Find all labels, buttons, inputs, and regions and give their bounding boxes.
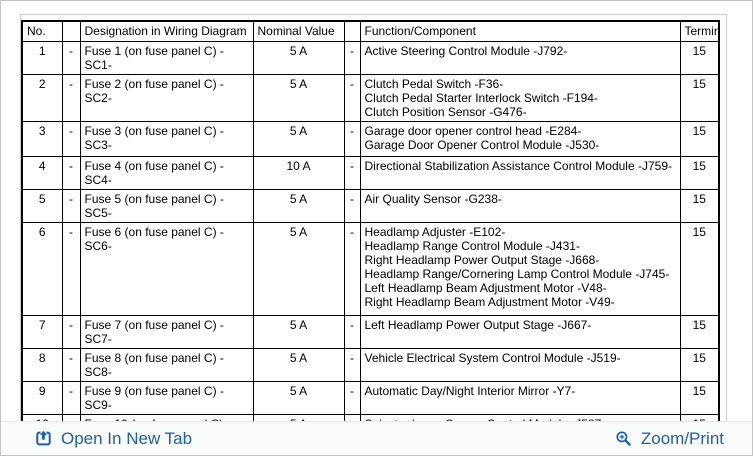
cell-no: 1 [21, 41, 63, 75]
open-in-new-tab-button[interactable]: Open In New Tab [35, 429, 192, 449]
viewer-footer: Open In New Tab Zoom/Print [1, 421, 752, 455]
cell-nominal: 5 A [252, 348, 345, 382]
cell-terminal: 15 [679, 381, 720, 415]
table-row: 9 - Fuse 9 (on fuse panel C) -SC9- 5 A -… [21, 381, 720, 415]
fuse-table-image: No. Designation in Wiring Diagram Nomina… [20, 14, 727, 455]
table-row: 7 - Fuse 7 (on fuse panel C) -SC7- 5 A -… [21, 315, 720, 349]
cell-dash2: - [343, 315, 361, 349]
cell-no: 5 [21, 189, 63, 223]
zoom-print-label: Zoom/Print [640, 428, 724, 448]
table-row: 5 - Fuse 5 (on fuse panel C) -SC5- 5 A -… [21, 189, 720, 223]
fuse-table-header: No. Designation in Wiring Diagram Nomina… [21, 20, 720, 42]
cell-no: 6 [21, 222, 63, 316]
table-row: 2 - Fuse 2 (on fuse panel C) -SC2- 5 A -… [21, 74, 720, 122]
header-row: No. Designation in Wiring Diagram Nomina… [21, 20, 720, 42]
cell-designation: Fuse 3 (on fuse panel C) -SC3- [79, 121, 254, 157]
cell-no: 7 [21, 315, 63, 349]
cell-dash2: - [343, 348, 361, 382]
cell-designation: Fuse 1 (on fuse panel C) -SC1- [79, 41, 254, 75]
col-header-dash2 [343, 20, 361, 42]
cell-terminal: 15 [679, 41, 720, 75]
open-in-new-tab-label: Open In New Tab [61, 428, 193, 448]
table-row: 8 - Fuse 8 (on fuse panel C) -SC8- 5 A -… [21, 348, 720, 382]
table-row: 1 - Fuse 1 (on fuse panel C) -SC1- 5 A -… [21, 41, 720, 75]
cell-function: Clutch Pedal Switch -F36- Clutch Pedal S… [359, 74, 681, 122]
cell-dash2: - [343, 121, 361, 157]
cell-nominal: 5 A [252, 74, 345, 122]
cell-function: Automatic Day/Night Interior Mirror -Y7- [359, 381, 681, 415]
cell-terminal: 15 [679, 156, 720, 190]
cell-nominal: 10 A [252, 156, 345, 190]
cell-no: 2 [21, 74, 63, 122]
col-header-designation: Designation in Wiring Diagram [79, 20, 254, 42]
cell-dash2: - [343, 222, 361, 316]
fuse-table: No. Designation in Wiring Diagram Nomina… [21, 20, 720, 455]
cell-designation: Fuse 8 (on fuse panel C) -SC8- [79, 348, 254, 382]
cell-nominal: 5 A [252, 41, 345, 75]
cell-designation: Fuse 9 (on fuse panel C) -SC9- [79, 381, 254, 415]
cell-terminal: 15 [679, 121, 720, 157]
cell-designation: Fuse 7 (on fuse panel C) -SC7- [79, 315, 254, 349]
cell-dash2: - [343, 381, 361, 415]
cell-terminal: 15 [679, 348, 720, 382]
cell-nominal: 5 A [252, 121, 345, 157]
cell-nominal: 5 A [252, 189, 345, 223]
cell-dash2: - [343, 156, 361, 190]
cell-terminal: 15 [679, 315, 720, 349]
zoom-magnifier-icon [615, 430, 632, 447]
cell-no: 3 [21, 121, 63, 157]
cell-dash1: - [61, 74, 81, 122]
cell-function: Garage door opener control head -E284- G… [359, 121, 681, 157]
cell-dash2: - [343, 41, 361, 75]
cell-function: Directional Stabilization Assistance Con… [359, 156, 681, 190]
cell-function: Active Steering Control Module -J792- [359, 41, 681, 75]
cell-dash1: - [61, 381, 81, 415]
cell-designation: Fuse 2 (on fuse panel C) -SC2- [79, 74, 254, 122]
cell-terminal: 15 [679, 74, 720, 122]
zoom-print-button[interactable]: Zoom/Print [615, 429, 724, 449]
table-row: 3 - Fuse 3 (on fuse panel C) -SC3- 5 A -… [21, 121, 720, 157]
cell-terminal: 15 [679, 222, 720, 316]
cell-dash1: - [61, 156, 81, 190]
table-row: 6 - Fuse 6 (on fuse panel C) -SC6- 5 A -… [21, 222, 720, 316]
cell-dash1: - [61, 189, 81, 223]
cell-dash1: - [61, 222, 81, 316]
cell-no: 9 [21, 381, 63, 415]
cell-dash2: - [343, 74, 361, 122]
table-row: 4 - Fuse 4 (on fuse panel C) -SC4- 10 A … [21, 156, 720, 190]
cell-dash1: - [61, 121, 81, 157]
cell-dash1: - [61, 348, 81, 382]
col-header-terminal: Terminal [679, 20, 720, 42]
cell-nominal: 5 A [252, 222, 345, 316]
cell-no: 4 [21, 156, 63, 190]
cell-terminal: 15 [679, 189, 720, 223]
cell-function: Air Quality Sensor -G238- [359, 189, 681, 223]
col-header-no: No. [21, 20, 63, 42]
cell-nominal: 5 A [252, 381, 345, 415]
cell-dash1: - [61, 315, 81, 349]
cell-nominal: 5 A [252, 315, 345, 349]
cell-function: Vehicle Electrical System Control Module… [359, 348, 681, 382]
cell-designation: Fuse 5 (on fuse panel C) -SC5- [79, 189, 254, 223]
cell-function: Headlamp Adjuster -E102- Headlamp Range … [359, 222, 681, 316]
cell-dash1: - [61, 41, 81, 75]
col-header-dash1 [61, 20, 81, 42]
cell-function: Left Headlamp Power Output Stage -J667- [359, 315, 681, 349]
cell-dash2: - [343, 189, 361, 223]
cell-designation: Fuse 6 (on fuse panel C) -SC6- [79, 222, 254, 316]
col-header-function: Function/Component [359, 20, 681, 42]
cell-designation: Fuse 4 (on fuse panel C) -SC4- [79, 156, 254, 190]
col-header-nominal: Nominal Value [252, 20, 345, 42]
cell-no: 8 [21, 348, 63, 382]
fuse-table-body: 1 - Fuse 1 (on fuse panel C) -SC1- 5 A -… [21, 41, 720, 455]
open-in-new-tab-icon [35, 430, 52, 447]
